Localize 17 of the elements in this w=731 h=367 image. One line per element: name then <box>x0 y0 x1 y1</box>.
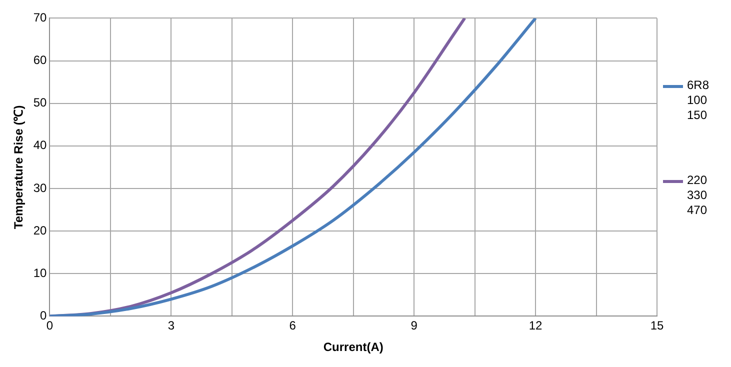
y-tick-label: 70 <box>33 10 48 25</box>
y-tick-label: 20 <box>33 223 48 238</box>
y-tick-label: 40 <box>33 138 48 152</box>
y-tick-label: 60 <box>33 53 48 68</box>
x-tick-label: 6 <box>289 318 296 333</box>
x-tick-label: 3 <box>168 318 175 333</box>
y-tick-label: 50 <box>33 96 48 110</box>
legend-label: 6R8 100 150 <box>687 78 710 123</box>
y-tick-label: 10 <box>33 266 48 280</box>
legend-label: 220 330 470 <box>687 173 708 218</box>
x-tick-label: 9 <box>410 318 418 333</box>
y-tick-label: 0 <box>40 308 48 323</box>
y-axis-title: Temperature Rise (℃) <box>12 105 26 230</box>
x-tick-label: 15 <box>650 318 664 333</box>
y-tick-label: 30 <box>33 180 48 195</box>
x-axis-title: Current(A) <box>323 340 384 354</box>
x-tick-label: 12 <box>528 318 543 333</box>
